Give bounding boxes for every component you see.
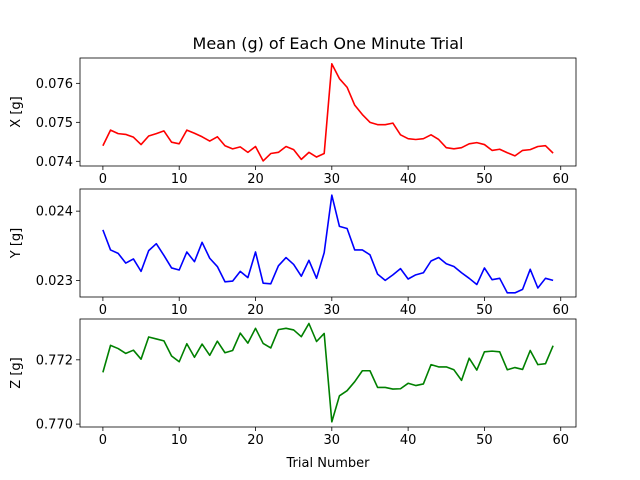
axes-frame-3 xyxy=(79,318,577,428)
series-line-1 xyxy=(102,63,554,162)
y-axis-label-1: X [g] xyxy=(9,96,24,127)
x-tick-label: 60 xyxy=(552,433,569,448)
x-tick-label: 50 xyxy=(476,172,493,187)
chart-title: Mean (g) of Each One Minute Trial xyxy=(193,34,464,53)
x-tick-label: 20 xyxy=(247,303,264,318)
x-tick-label: 20 xyxy=(247,433,264,448)
series-line-3 xyxy=(102,322,554,423)
y-tick-label: 0.023 xyxy=(36,274,73,289)
subplot-3: 0 10 20 30 40 50 60 0.770 0.772 Z [g] xyxy=(9,318,577,448)
x-tick-label: 0 xyxy=(99,303,107,318)
y-tick-label: 0.076 xyxy=(36,77,73,92)
x-tick-label: 30 xyxy=(324,303,341,318)
subplot-2: 0 10 20 30 40 50 60 0.023 0.024 Y [g] xyxy=(9,188,577,318)
y-axis-label-2: Y [g] xyxy=(9,228,24,259)
x-tick-label: 10 xyxy=(171,303,188,318)
x-tick-label: 0 xyxy=(99,172,107,187)
x-tick-label: 50 xyxy=(476,303,493,318)
axes-frame-1 xyxy=(79,57,577,167)
axes-frame-2 xyxy=(79,188,577,298)
x-tick-label: 10 xyxy=(171,433,188,448)
x-tick-label: 0 xyxy=(99,433,107,448)
series-line-2 xyxy=(102,194,554,294)
y-tick-label: 0.770 xyxy=(36,418,73,433)
x-tick-label: 20 xyxy=(247,172,264,187)
subplot-1: 0 10 20 30 40 50 60 0.074 0.075 0.076 X [g] xyxy=(9,57,577,187)
y-tick-label: 0.074 xyxy=(36,155,73,170)
x-tick-label: 10 xyxy=(171,172,188,187)
subplots-container: 0 10 20 30 40 50 60 0.074 0.075 0.076 X [g] 0 10 20 30… xyxy=(9,57,577,448)
y-tick-label: 0.772 xyxy=(36,353,73,368)
x-tick-label: 60 xyxy=(552,303,569,318)
x-tick-label: 30 xyxy=(324,433,341,448)
x-tick-label: 50 xyxy=(476,433,493,448)
x-tick-label: 40 xyxy=(400,303,417,318)
y-axis-label-3: Z [g] xyxy=(9,357,24,388)
y-tick-label: 0.024 xyxy=(36,205,73,220)
y-tick-label: 0.075 xyxy=(36,116,73,131)
x-tick-label: 40 xyxy=(400,433,417,448)
x-tick-label: 40 xyxy=(400,172,417,187)
x-tick-label: 30 xyxy=(324,172,341,187)
x-axis-label: Trial Number xyxy=(286,456,371,471)
x-tick-label: 60 xyxy=(552,172,569,187)
